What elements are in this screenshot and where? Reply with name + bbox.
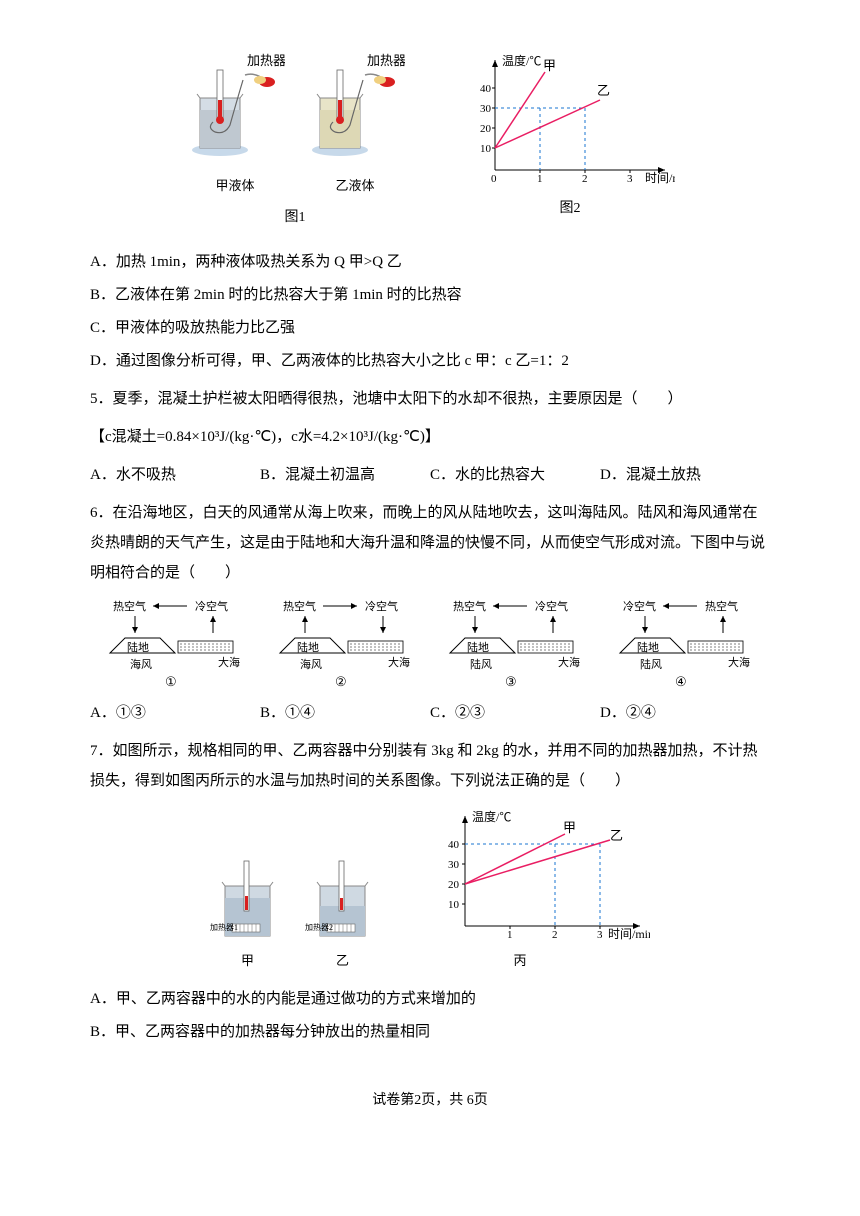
svg-text:陆地: 陆地: [467, 640, 489, 654]
svg-text:陆风: 陆风: [470, 657, 492, 671]
q5-options: A．水不吸热 B．混凝土初温高 C．水的比热容大 D．混凝土放热: [90, 460, 770, 490]
q5-text: 5．夏季，混凝土护栏被太阳晒得很热，池塘中太阳下的水却不很热，主要原因是（ ）: [90, 384, 770, 414]
svg-text:时间/min: 时间/min: [608, 927, 650, 941]
q5-opt-c: C．水的比热容大: [430, 460, 600, 490]
svg-text:10: 10: [448, 899, 460, 911]
diagram-2: 热空气 冷空气 陆地 大海 海风 ②: [275, 598, 415, 688]
q6-opt-b: B．①④: [260, 698, 430, 728]
svg-text:大海: 大海: [728, 655, 750, 669]
q5-opt-b: B．混凝土初温高: [260, 460, 430, 490]
svg-text:2: 2: [582, 173, 588, 185]
q6-text: 6．在沿海地区，白天的风通常从海上吹来，而晚上的风从陆地吹去，这叫海陆风。陆风和…: [90, 498, 770, 588]
svg-text:加热器2: 加热器2: [305, 922, 333, 932]
q5-opt-d: D．混凝土放热: [600, 460, 770, 490]
svg-text:陆地: 陆地: [297, 640, 319, 654]
q4-figures: 加热器 甲液体 加热器: [90, 50, 770, 232]
svg-text:1: 1: [537, 173, 543, 185]
fig1-caption: 图1: [285, 204, 306, 232]
q5-formula: 【c混凝土=0.84×10³J/(kg·℃)，c水=4.2×10³J/(kg·℃…: [90, 422, 770, 452]
diagram-4: 冷空气 热空气 陆地 大海 陆风 ④: [615, 598, 755, 688]
svg-text:甲: 甲: [543, 58, 556, 73]
svg-text:温度/℃: 温度/℃: [502, 53, 541, 68]
svg-text:3: 3: [627, 173, 633, 185]
svg-text:30: 30: [480, 103, 492, 115]
svg-text:热空气: 热空气: [453, 599, 486, 613]
svg-text:冷空气: 冷空气: [195, 599, 228, 613]
svg-text:2: 2: [552, 929, 558, 941]
beaker-a: 加热器 甲液体: [185, 50, 285, 199]
svg-text:时间/min: 时间/min: [645, 171, 675, 185]
svg-text:0: 0: [491, 173, 497, 185]
q7-opt-b: B．甲、乙两容器中的加热器每分钟放出的热量相同: [90, 1017, 770, 1047]
q6-diagrams: 热空气 冷空气 陆地 大海 海风 ① 热空气 冷空气: [90, 598, 770, 688]
diagram-3: 热空气 冷空气 陆地 大海 陆风 ③: [445, 598, 585, 688]
q4-opt-c: C．甲液体的吸放热能力比乙强: [90, 313, 770, 343]
svg-text:热空气: 热空气: [283, 599, 316, 613]
q7-beaker-a: 加热器1 甲: [210, 856, 285, 974]
heater-label-a: 加热器: [247, 53, 285, 68]
svg-text:40: 40: [448, 839, 460, 851]
svg-text:10: 10: [480, 143, 492, 155]
svg-text:30: 30: [448, 859, 460, 871]
q7-label-c: 丙: [513, 948, 526, 974]
q7-label-a: 甲: [241, 948, 254, 974]
q7-text: 7．如图所示，规格相同的甲、乙两容器中分别装有 3kg 和 2kg 的水，并用不…: [90, 736, 770, 796]
svg-text:②: ②: [335, 674, 347, 688]
svg-text:大海: 大海: [218, 655, 240, 669]
svg-text:40: 40: [480, 83, 492, 95]
figure-2: 10 20 30 40 0 1 2 3 温度/℃ 时间/min: [465, 50, 675, 232]
liquid-a-label: 甲液体: [185, 173, 285, 199]
svg-text:陆地: 陆地: [637, 640, 659, 654]
q7-beaker-b: 加热器2 乙: [305, 856, 380, 974]
svg-text:大海: 大海: [558, 655, 580, 669]
heater-label-b: 加热器: [367, 53, 405, 68]
svg-text:热空气: 热空气: [705, 599, 738, 613]
svg-text:大海: 大海: [388, 655, 410, 669]
q4-opt-a: A．加热 1min，两种液体吸热关系为 Q 甲>Q 乙: [90, 247, 770, 277]
svg-text:热空气: 热空气: [113, 599, 146, 613]
q4-opt-d: D．通过图像分析可得，甲、乙两液体的比热容大小之比 c 甲：c 乙=1：2: [90, 346, 770, 376]
q7-opt-a: A．甲、乙两容器中的水的内能是通过做功的方式来增加的: [90, 984, 770, 1014]
svg-text:冷空气: 冷空气: [535, 599, 568, 613]
q6-opt-d: D．②④: [600, 698, 770, 728]
fig2-caption: 图2: [560, 195, 581, 223]
figure-1: 加热器 甲液体 加热器: [185, 50, 405, 232]
svg-text:陆风: 陆风: [640, 657, 662, 671]
svg-text:加热器1: 加热器1: [210, 922, 238, 932]
svg-text:1: 1: [507, 929, 513, 941]
beaker-b-svg: 加热器: [305, 50, 405, 160]
svg-text:乙: 乙: [610, 828, 623, 843]
svg-text:海风: 海风: [300, 657, 322, 671]
q6-options: A．①③ B．①④ C．②③ D．②④: [90, 698, 770, 728]
q6-opt-a: A．①③: [90, 698, 260, 728]
q6-opt-c: C．②③: [430, 698, 600, 728]
beaker-b: 加热器 乙液体: [305, 50, 405, 199]
svg-text:海风: 海风: [130, 657, 152, 671]
svg-text:温度/℃: 温度/℃: [472, 809, 511, 824]
chart-fig2: 10 20 30 40 0 1 2 3 温度/℃ 时间/min: [465, 50, 675, 190]
svg-text:乙: 乙: [597, 83, 610, 98]
q7-chart: 10 20 30 40 1 2 3 温度/℃ 时间/min 甲 乙 丙: [430, 806, 650, 974]
beaker-a-svg: 加热器: [185, 50, 285, 160]
svg-text:③: ③: [505, 674, 517, 688]
svg-text:陆地: 陆地: [127, 640, 149, 654]
svg-text:冷空气: 冷空气: [365, 599, 398, 613]
diagram-1: 热空气 冷空气 陆地 大海 海风 ①: [105, 598, 245, 688]
svg-text:①: ①: [165, 674, 177, 688]
liquid-b-label: 乙液体: [305, 173, 405, 199]
svg-text:甲: 甲: [563, 820, 576, 835]
q7-label-b: 乙: [336, 948, 349, 974]
svg-text:3: 3: [597, 929, 603, 941]
q7-figures: 加热器1 甲 加热器2 乙: [90, 806, 770, 974]
svg-text:冷空气: 冷空气: [623, 599, 656, 613]
page-footer: 试卷第2页，共 6页: [90, 1087, 770, 1115]
svg-text:20: 20: [448, 879, 460, 891]
svg-text:④: ④: [675, 674, 687, 688]
q5-opt-a: A．水不吸热: [90, 460, 260, 490]
svg-text:20: 20: [480, 123, 492, 135]
q4-opt-b: B．乙液体在第 2min 时的比热容大于第 1min 时的比热容: [90, 280, 770, 310]
